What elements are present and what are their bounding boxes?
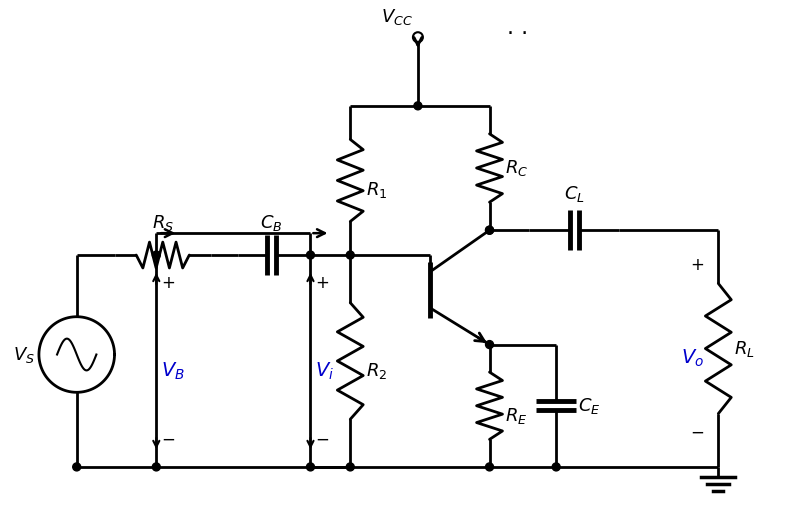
Text: $C_B$: $C_B$	[261, 213, 283, 233]
Text: $+$: $+$	[691, 256, 704, 274]
Text: $C_E$: $C_E$	[578, 396, 601, 416]
Circle shape	[306, 463, 314, 471]
Text: $-$: $-$	[161, 430, 176, 448]
Text: $C_L$: $C_L$	[564, 184, 585, 204]
Circle shape	[553, 463, 560, 471]
Circle shape	[346, 463, 354, 471]
Text: $V_{CC}$: $V_{CC}$	[381, 7, 413, 27]
Circle shape	[73, 463, 81, 471]
Circle shape	[346, 251, 354, 259]
Text: $R_S$: $R_S$	[152, 213, 174, 233]
Text: $-$: $-$	[691, 423, 704, 441]
Circle shape	[152, 463, 160, 471]
Text: · ·: · ·	[508, 24, 529, 44]
Text: $+$: $+$	[315, 274, 330, 292]
Text: $-$: $-$	[315, 430, 330, 448]
Circle shape	[414, 102, 422, 110]
Circle shape	[306, 251, 314, 259]
Text: $R_C$: $R_C$	[505, 158, 529, 178]
Text: $R_2$: $R_2$	[367, 361, 387, 381]
Text: $V_B$: $V_B$	[161, 360, 185, 381]
Circle shape	[485, 226, 493, 234]
Circle shape	[152, 251, 160, 259]
Circle shape	[485, 226, 493, 234]
Text: $V_i$: $V_i$	[315, 360, 334, 381]
Text: $+$: $+$	[161, 274, 176, 292]
Circle shape	[485, 463, 493, 471]
Text: $R_E$: $R_E$	[505, 406, 528, 426]
Text: $R_1$: $R_1$	[367, 180, 387, 200]
Text: $V_S$: $V_S$	[13, 345, 35, 365]
Text: $R_L$: $R_L$	[734, 339, 755, 359]
Circle shape	[485, 341, 493, 349]
Text: $V_o$: $V_o$	[682, 348, 704, 369]
